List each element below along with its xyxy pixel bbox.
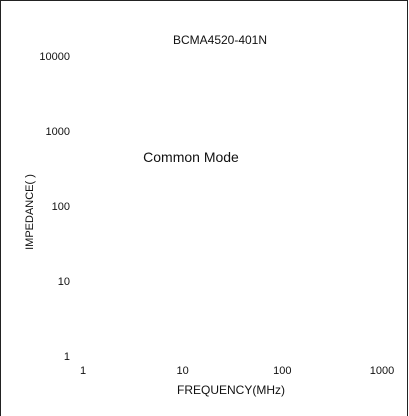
x-tick-label: 10 — [177, 365, 189, 377]
x-tick-label: 1000 — [370, 365, 394, 377]
x-tick-label: 100 — [273, 365, 291, 377]
annotation-common-mode: Common Mode — [143, 149, 239, 165]
y-tick-label: 1000 — [46, 126, 70, 138]
y-axis-label: IMPEDANCE( ) — [24, 174, 36, 250]
y-tick-label: 1 — [64, 351, 70, 363]
x-tick-label: 1 — [80, 365, 86, 377]
y-tick-label: 10 — [58, 276, 70, 288]
chart-title: BCMA4520-401N — [173, 33, 267, 47]
y-tick-label: 10000 — [39, 51, 70, 63]
x-tick-labels: 1 10 100 1000 — [80, 365, 394, 377]
y-tick-label: 100 — [52, 201, 70, 213]
y-tick-labels: 1 10 100 1000 10000 — [39, 51, 70, 363]
x-axis-label: FREQUENCY(MHz) — [177, 383, 285, 397]
